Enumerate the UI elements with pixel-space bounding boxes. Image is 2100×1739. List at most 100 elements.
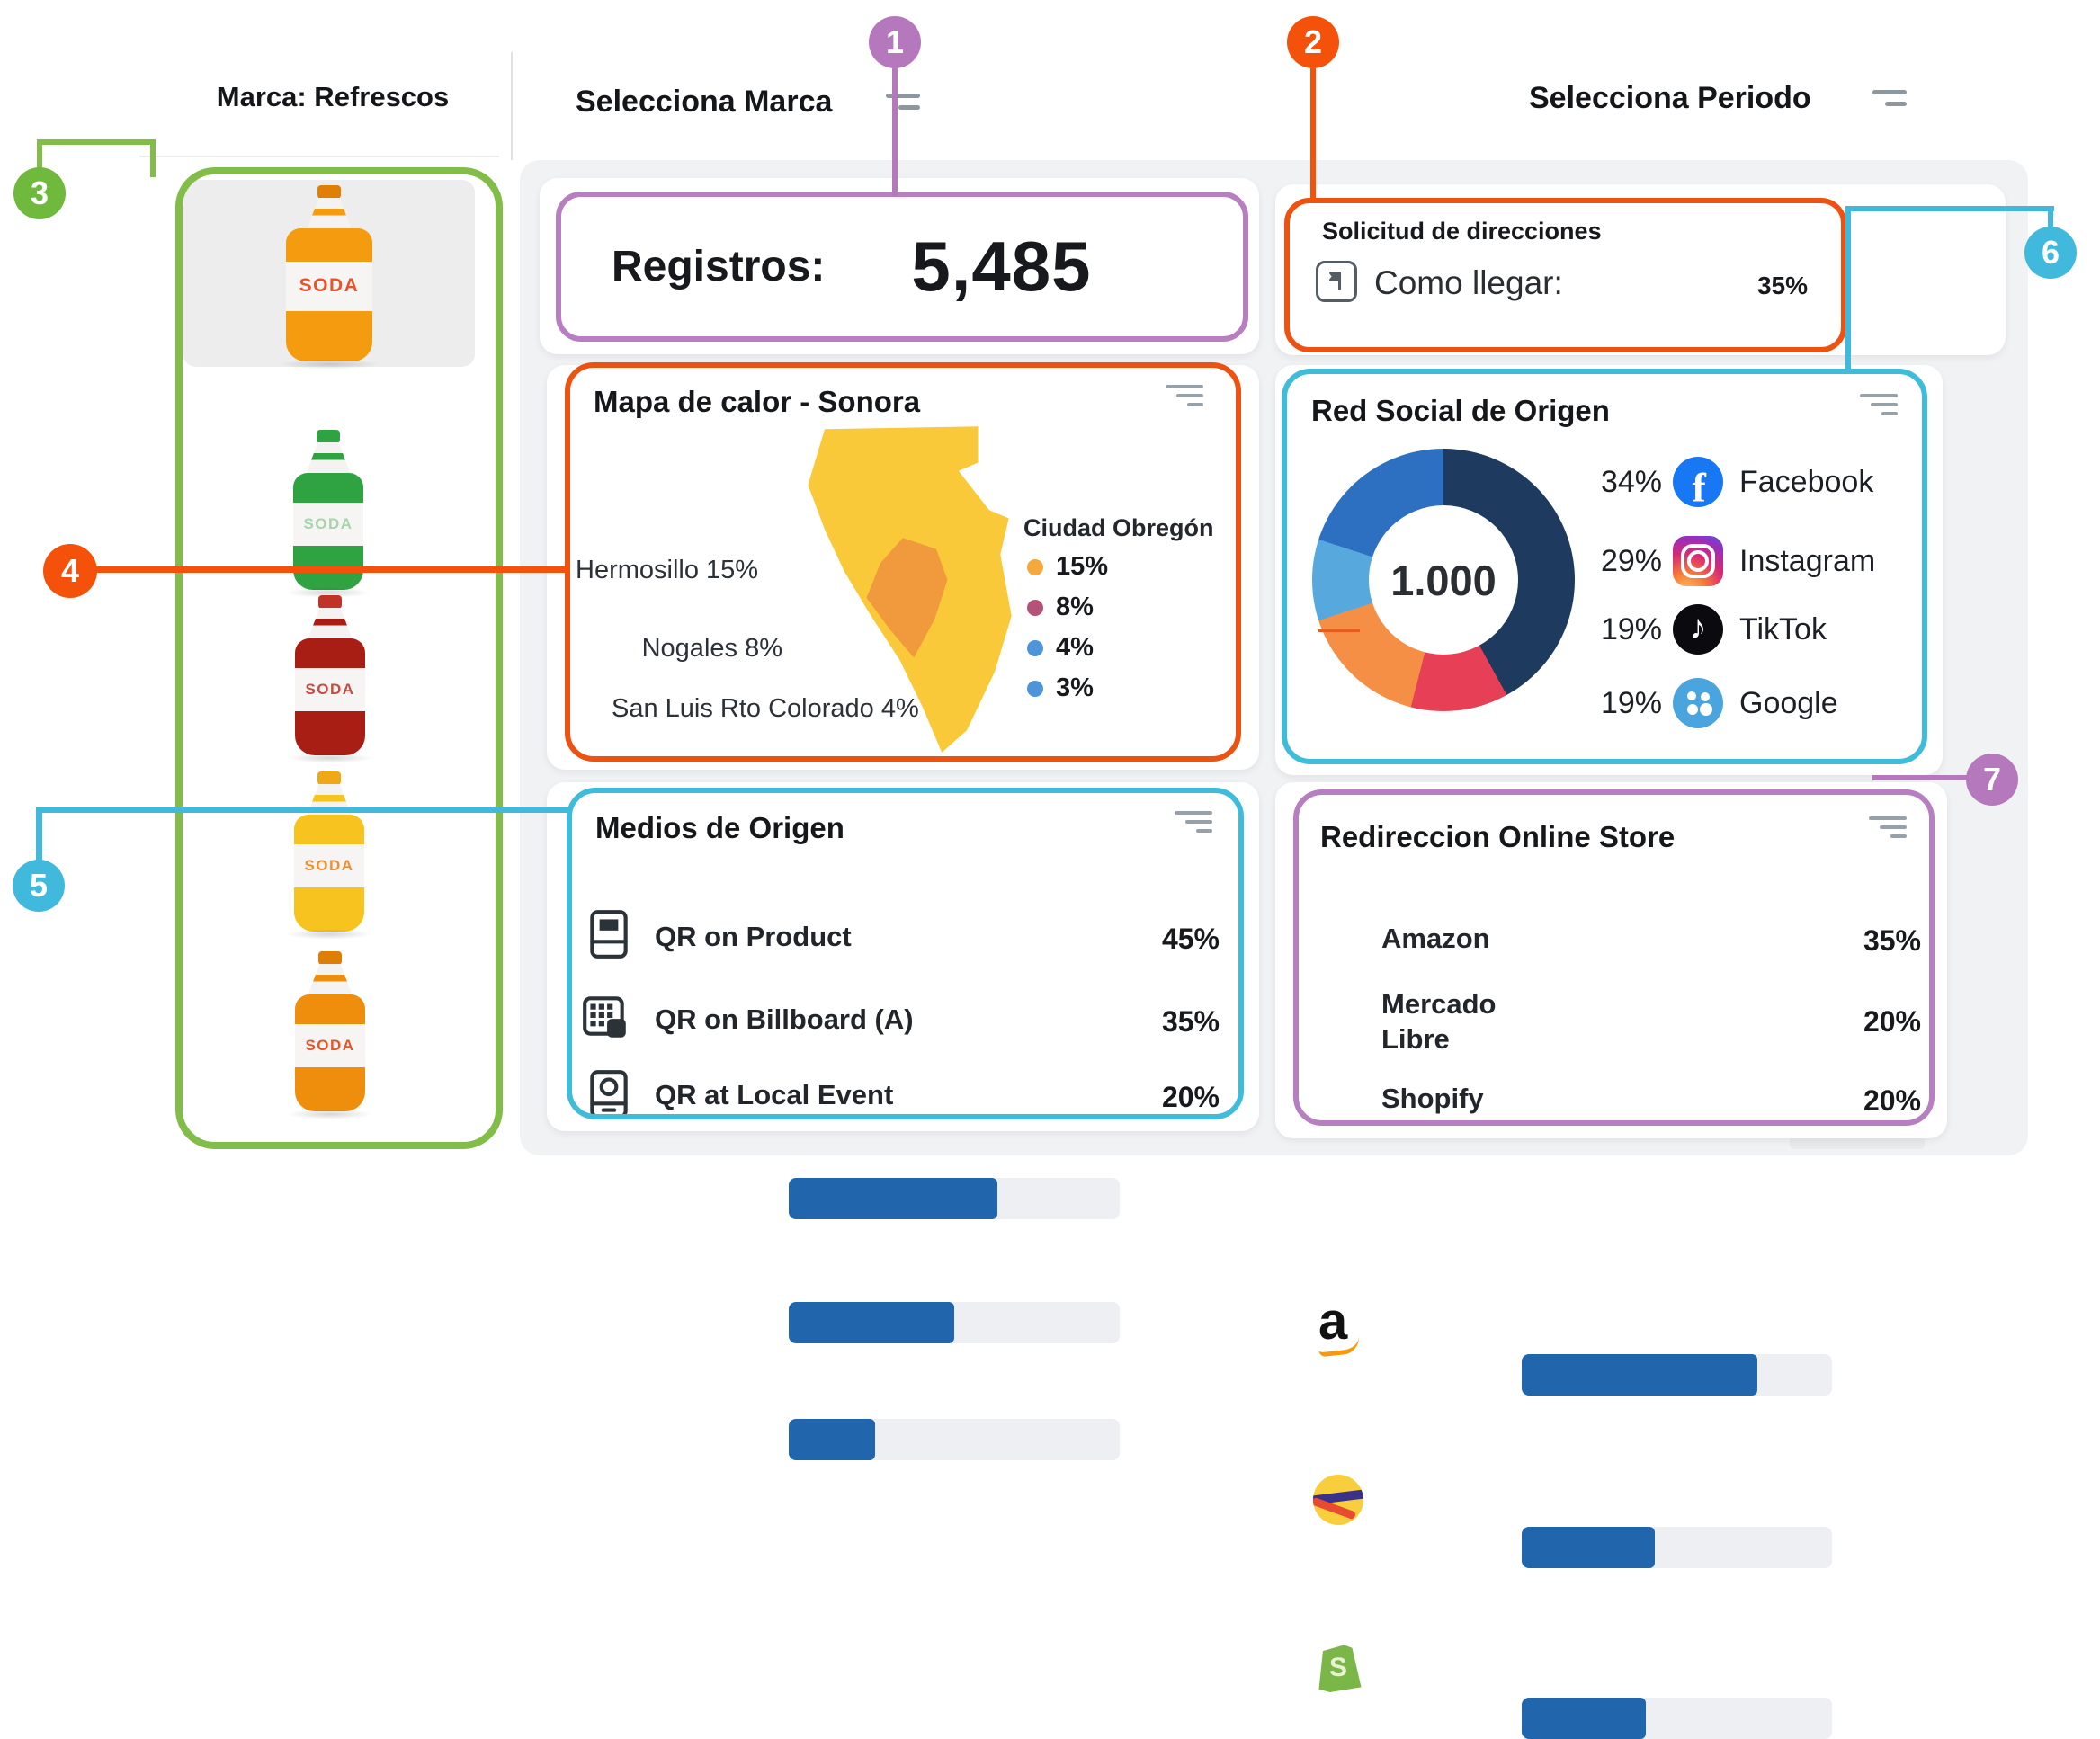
map-region-label: Hermosillo 15% — [576, 556, 759, 584]
solicitud-title: Solicitud de direcciones — [1322, 218, 1602, 245]
callout-6-line — [1845, 206, 2054, 211]
social-donut: 1.000 — [1312, 449, 1575, 711]
period-filter-icon[interactable] — [1872, 90, 1907, 106]
callout-5-line — [36, 809, 42, 861]
amazon-icon — [1315, 1291, 1365, 1356]
map-legend-item: 8% — [1027, 593, 1094, 622]
annotation-box-store — [1293, 789, 1935, 1126]
social-menu-icon[interactable] — [1860, 394, 1898, 415]
callout-6: 6 — [2024, 227, 2077, 279]
select-brand-label: Selecciona Marca — [576, 85, 833, 119]
callout-2: 2 — [1287, 16, 1339, 68]
directions-icon — [1316, 261, 1357, 302]
soda-bottle-red: SODA — [286, 595, 374, 763]
medios-row-label: QR at Local Event — [655, 1079, 894, 1110]
brand-filter-icon[interactable] — [886, 94, 920, 110]
medios-row-label: QR on Billboard (A) — [655, 1003, 914, 1035]
callout-3-line — [150, 139, 156, 177]
callout-1-line — [892, 68, 898, 196]
callout-4: 4 — [43, 544, 97, 598]
callout-3-line — [37, 142, 42, 169]
map-legend-item: 4% — [1027, 633, 1094, 663]
store-bar-fill — [1522, 1698, 1646, 1739]
map-legend-title: Ciudad Obregón — [1023, 514, 1214, 541]
annotation-box-heatmap — [565, 362, 1241, 762]
instagram-icon — [1673, 536, 1723, 586]
facebook-icon — [1673, 457, 1723, 507]
heatmap-title: Mapa de calor - Sonora — [594, 385, 921, 418]
callout-6-line — [2048, 206, 2053, 231]
bottle-cap — [318, 951, 342, 965]
callout-2-line — [1310, 68, 1316, 201]
registros-card — [540, 178, 1259, 354]
bottle-label: SODA — [299, 275, 360, 297]
bottle-label: SODA — [304, 856, 354, 874]
callout-4-line — [95, 566, 570, 573]
brand-thumb-selected[interactable]: SODA — [183, 180, 475, 370]
legend-dot — [1027, 680, 1043, 697]
annotation-box-solicitud — [1284, 198, 1846, 352]
callout-6-line — [1845, 206, 1851, 372]
callout-3: 3 — [13, 167, 66, 219]
legend-dot — [1027, 558, 1043, 575]
social-legend-item: 34% Facebook — [1579, 457, 1873, 507]
map-legend-item: 3% — [1027, 673, 1094, 703]
bottle-label: SODA — [303, 514, 353, 532]
store-menu-icon[interactable] — [1869, 816, 1907, 838]
medios-bar — [789, 1178, 1120, 1219]
medios-menu-icon[interactable] — [1175, 811, 1212, 833]
donut-artifact-line — [1318, 629, 1360, 632]
medios-row-pct: 20% — [1161, 1081, 1220, 1113]
medios-bar-fill — [789, 1178, 997, 1219]
callout-7: 7 — [1966, 754, 2018, 806]
map-legend-item: 15% — [1027, 552, 1108, 582]
brand-thumb[interactable]: SODA — [286, 595, 374, 763]
medios-bar — [789, 1302, 1120, 1343]
store-bar — [1522, 1527, 1832, 1568]
store-row-label: Amazon — [1381, 923, 1490, 954]
brand-column-title: Marca: Refrescos — [216, 81, 450, 112]
solicitud-item-label: Como llegar: — [1374, 264, 1563, 301]
callout-3-line — [37, 139, 156, 145]
social-donut-center: 1.000 — [1390, 556, 1497, 604]
annotation-box-medios — [567, 788, 1244, 1119]
header-divider — [511, 52, 513, 160]
bottle-cap — [317, 430, 340, 443]
store-row-label: Mercado Libre — [1381, 988, 1497, 1055]
qr-billboard-icon — [579, 991, 631, 1043]
store-bar — [1522, 1354, 1832, 1396]
bottle-shadow — [284, 587, 372, 598]
brand-thumb[interactable]: SODA — [286, 951, 374, 1119]
medios-bar — [789, 1419, 1120, 1460]
shopify-icon — [1315, 1642, 1365, 1692]
sonora-map — [808, 426, 1012, 753]
heatmap-menu-icon[interactable] — [1166, 385, 1203, 406]
mercado-libre-icon — [1313, 1475, 1363, 1525]
store-bar — [1522, 1698, 1832, 1739]
annotation-box-registros — [556, 192, 1248, 342]
bottle-cap — [318, 595, 342, 609]
annotation-box-social — [1282, 369, 1927, 764]
bottle-shadow — [286, 753, 374, 763]
registros-label: Registros: — [612, 243, 826, 290]
medios-bar-fill — [789, 1419, 875, 1460]
soda-bottle-orange-dark: SODA — [286, 951, 374, 1119]
bottle-cap — [317, 185, 341, 199]
social-title: Red Social de Origen — [1311, 394, 1610, 427]
medios-row-pct: 45% — [1161, 923, 1220, 955]
registros-value: 5,485 — [911, 227, 1092, 306]
bottle-shadow — [286, 1109, 374, 1119]
soda-bottle-orange: SODA — [277, 185, 381, 370]
callout-7-line — [1872, 775, 1968, 780]
annotation-box-bottles — [175, 167, 503, 1149]
select-period-label: Selecciona Periodo — [1529, 81, 1811, 115]
medios-card — [547, 782, 1259, 1131]
store-bar-fill — [1522, 1527, 1656, 1568]
medios-row-label: QR on Product — [655, 921, 852, 952]
bottle-label: SODA — [305, 1036, 355, 1054]
solicitud-item-value: 35% — [1756, 272, 1808, 299]
social-legend-item: 29% Instagram — [1579, 536, 1875, 586]
bottle-shadow — [285, 929, 373, 940]
social-legend-item: 19% Google — [1579, 678, 1838, 728]
bottle-shadow — [277, 359, 381, 370]
